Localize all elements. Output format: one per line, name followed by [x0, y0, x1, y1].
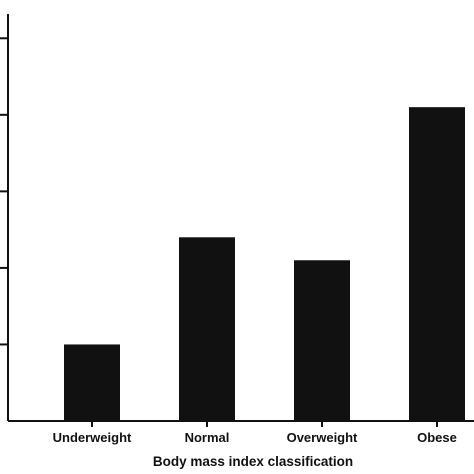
x-tick-label: Underweight [53, 430, 132, 445]
bar-normal [179, 237, 235, 421]
x-axis-title: Body mass index classification [153, 454, 353, 469]
x-tick-labels: Underweight Normal Overweight Obese [53, 421, 457, 445]
bar-overweight [294, 260, 350, 421]
x-tick-label: Normal [185, 430, 230, 445]
bar-obese [409, 107, 465, 421]
bar-underweight [64, 344, 120, 421]
x-tick-label: Obese [417, 430, 457, 445]
x-tick-label: Overweight [287, 430, 358, 445]
bars-group [64, 107, 465, 421]
